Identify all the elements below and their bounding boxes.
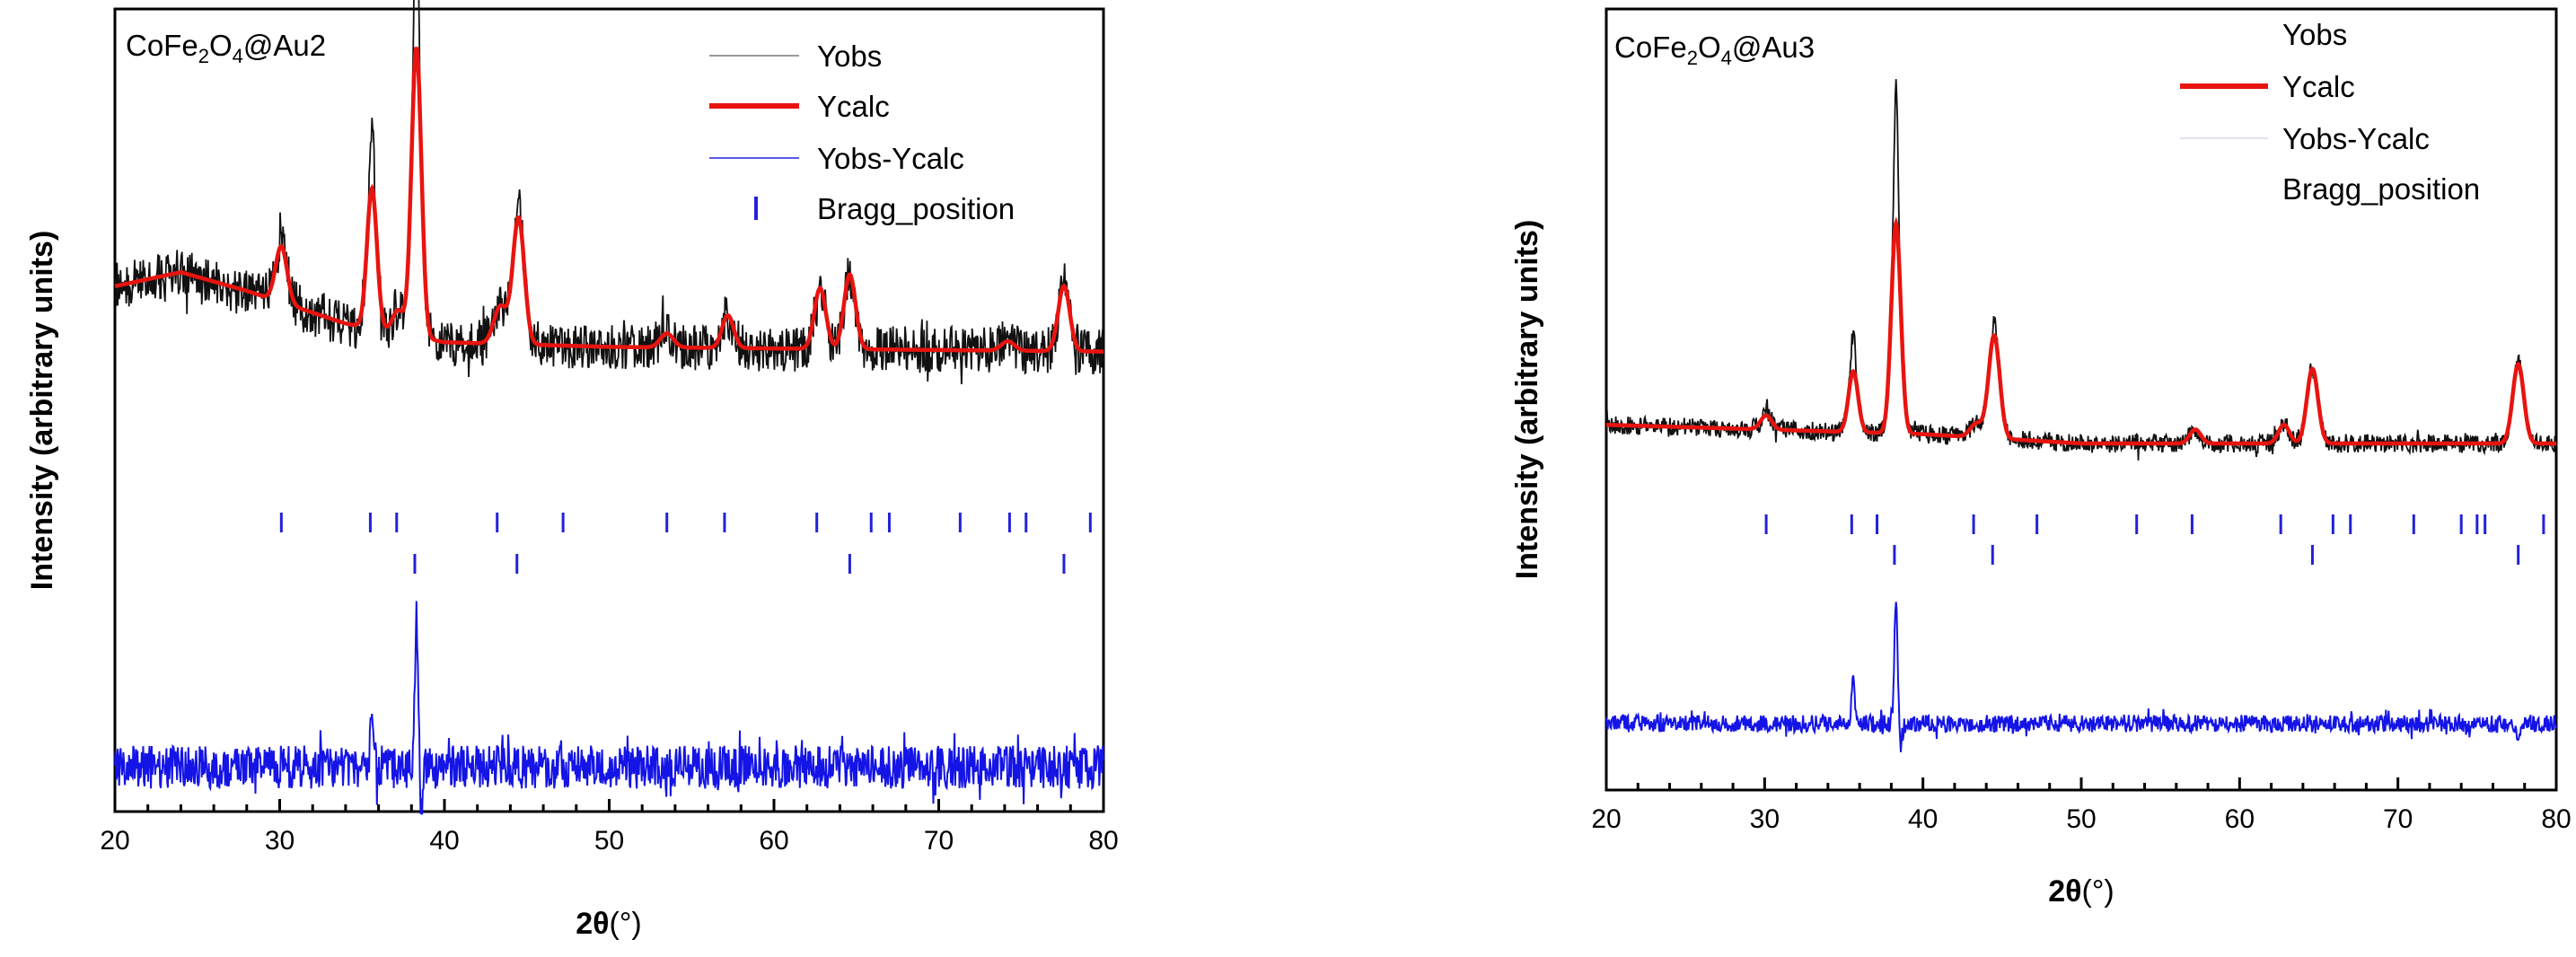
legend-label-diff: Yobs-Ycalc	[2282, 122, 2430, 155]
x-tick-label: 80	[2541, 804, 2571, 834]
y-axis-label: Intensity (arbitrary units)	[25, 231, 59, 591]
calculated-curve	[1606, 216, 2556, 446]
legend: Yobs Ycalc Yobs-Ycalc Bragg_position	[2180, 18, 2480, 206]
series-group	[114, 0, 1104, 815]
legend-label-bragg: Bragg_position	[2282, 172, 2480, 206]
panel-title: CoFe2O4@Au3	[1614, 31, 1815, 69]
panel-title: CoFe2O4@Au2	[126, 29, 326, 67]
legend-label-bragg: Bragg_position	[817, 192, 1015, 225]
difference-curve	[1605, 601, 2557, 752]
x-axis-label: 2θ(°)	[2048, 874, 2114, 909]
x-axis-ticks: 20 30 40 50 60 70 80	[100, 799, 1119, 856]
legend-label-diff: Yobs-Ycalc	[817, 142, 964, 175]
calculated-curve	[114, 47, 1103, 354]
chart-panel-au3: 20 30 40 50 60 70 80 CoFe2O4@Au3 Yobs Ycalc Yo…	[1591, 7, 2572, 834]
x-tick-label: 20	[1591, 804, 1621, 834]
x-axis-ticks: 20 30 40 50 60 70 80	[1591, 777, 2572, 834]
x-tick-label: 20	[100, 826, 129, 856]
x-tick-label: 80	[1088, 826, 1118, 856]
x-axis-label: 2θ(°)	[576, 907, 642, 941]
y-axis-label: Intensity (arbitrary units)	[1510, 220, 1544, 580]
x-tick-label: 40	[1908, 804, 1938, 834]
legend: Yobs Ycalc Yobs-Ycalc Bragg_position	[709, 40, 1015, 225]
x-tick-label: 30	[265, 826, 295, 856]
legend-label-ycalc: Ycalc	[817, 90, 890, 123]
x-tick-label: 50	[594, 826, 624, 856]
observed-curve	[1605, 79, 2557, 461]
x-tick-label: 40	[429, 826, 459, 856]
x-tick-label: 60	[759, 826, 788, 856]
difference-curve	[114, 601, 1104, 815]
x-tick-label: 50	[2066, 804, 2096, 834]
x-tick-label: 60	[2225, 804, 2255, 834]
x-tick-label: 70	[924, 826, 954, 856]
series-group	[1605, 79, 2557, 752]
legend-label-ycalc: Ycalc	[2282, 70, 2355, 103]
x-tick-label: 30	[1750, 804, 1780, 834]
chart-panel-au2: 20 30 40 50 60 70 80 CoFe2O4@Au2 Yobs Ycalc Yo…	[100, 0, 1119, 856]
legend-label-yobs: Yobs	[817, 40, 882, 73]
legend-label-yobs: Yobs	[2282, 18, 2347, 51]
x-tick-label: 70	[2383, 804, 2413, 834]
plot-frame	[113, 7, 1105, 813]
